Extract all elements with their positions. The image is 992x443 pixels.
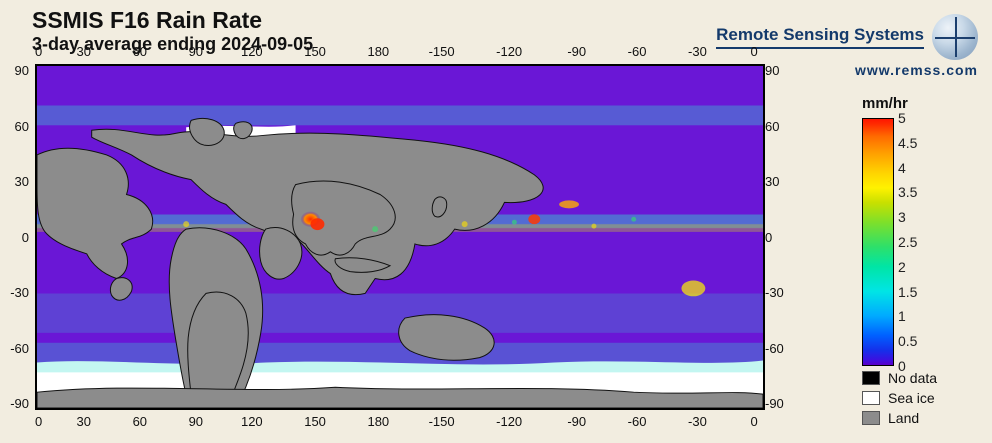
rss-logo: Remote Sensing Systems www.remss.com	[766, 14, 978, 78]
globe-icon	[932, 14, 978, 60]
map-left-axis-labels: 90 60 30 0 -30 -60 -90	[3, 64, 29, 410]
map-container[interactable]: 0 30 60 90 120 150 180 -150 -120 -90 -60…	[35, 64, 765, 410]
legend-item-land[interactable]: Land	[862, 410, 992, 426]
nodata-swatch-icon	[862, 371, 880, 385]
colorbar-gradient[interactable]	[862, 118, 894, 366]
colorbar-title: mm/hr	[862, 95, 992, 112]
rain-rate-map-image[interactable]	[35, 64, 765, 410]
legend-item-nodata[interactable]: No data	[862, 370, 992, 386]
colorbar-container[interactable]: mm/hr 5 4.5 4 3.5 3 2.5 2 1.5 1 0.5 0	[862, 95, 992, 366]
map-legend: No data Sea ice Land	[862, 370, 992, 430]
map-bottom-axis-labels: 0 30 60 90 120 150 180 -150 -120 -90 -60…	[35, 414, 765, 430]
map-top-axis-labels: 0 30 60 90 120 150 180 -150 -120 -90 -60…	[35, 44, 765, 60]
seaice-swatch-icon	[862, 391, 880, 405]
colorbar-ticks: 5 4.5 4 3.5 3 2.5 2 1.5 1 0.5 0	[894, 118, 934, 366]
land-swatch-icon	[862, 411, 880, 425]
page-title: SSMIS F16 Rain Rate	[32, 8, 632, 33]
root-container: SSMIS F16 Rain Rate 3-day average ending…	[0, 0, 992, 443]
map-right-axis-labels: 90 60 30 0 -30 -60 -90	[765, 64, 791, 410]
rss-logo-url: www.remss.com	[766, 62, 978, 78]
legend-item-seaice[interactable]: Sea ice	[862, 390, 992, 406]
